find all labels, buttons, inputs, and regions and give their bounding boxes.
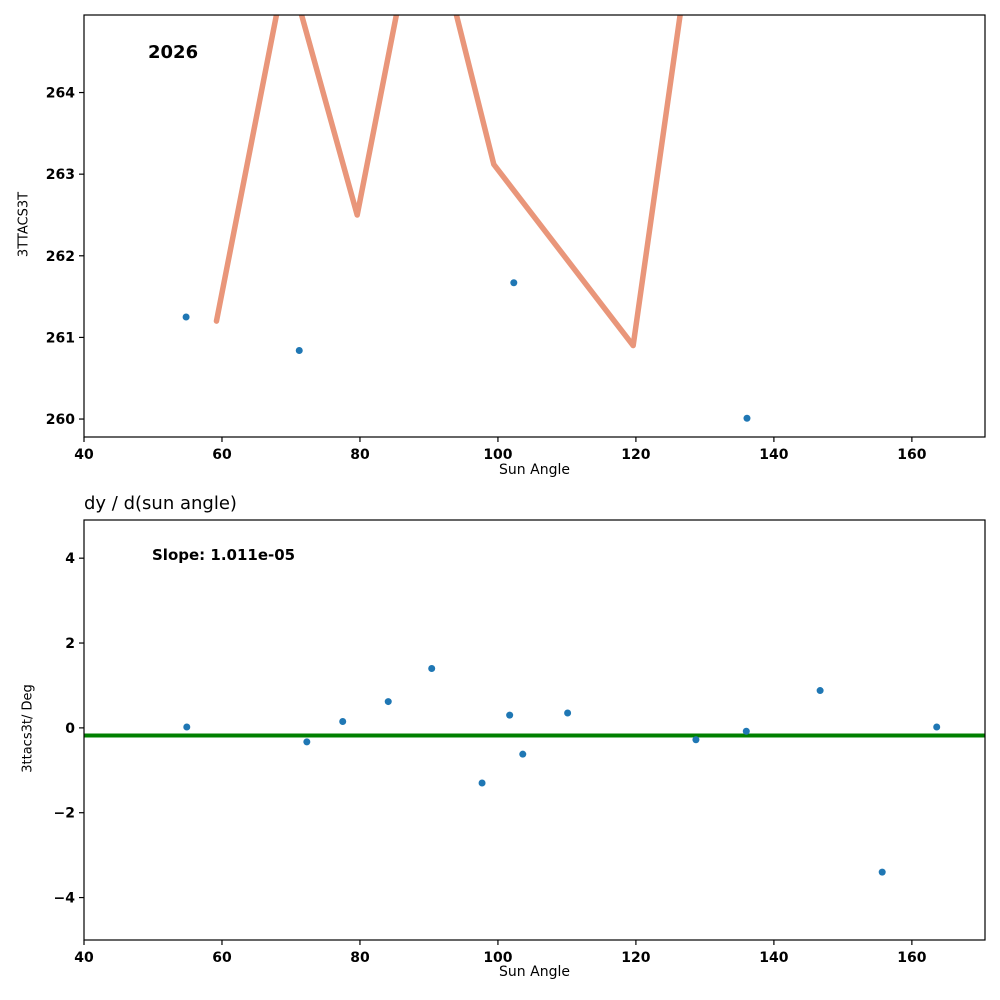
scatter-point — [384, 698, 392, 706]
x-tick-label: 140 — [759, 950, 788, 966]
bottom-chart-y-axis-label: 3ttacs3t/ Deg — [20, 684, 36, 773]
y-tick-label: 262 — [46, 249, 75, 265]
x-tick-label: 100 — [483, 447, 512, 463]
scatter-point — [564, 709, 572, 717]
top-chart-y-axis-label: 3TTACS3T — [16, 191, 32, 258]
scatter-point — [303, 738, 311, 746]
y-tick-label: 2 — [65, 636, 75, 652]
x-tick-label: 60 — [212, 447, 232, 463]
y-tick-label: 0 — [65, 721, 75, 737]
x-tick-label: 80 — [350, 447, 370, 463]
scatter-point — [878, 868, 886, 876]
scatter-point — [692, 736, 700, 744]
x-tick-label: 120 — [621, 447, 650, 463]
x-tick-label: 80 — [350, 950, 370, 966]
x-tick-label: 160 — [897, 950, 926, 966]
bottom-chart-canvas: 40 60 80 100 120 140 160 −4 −2 0 2 4 — [54, 519, 986, 966]
top-chart-canvas: 40 60 80 100 120 140 160 260 261 262 263 264 — [46, 14, 986, 463]
y-tick-label: 261 — [46, 330, 75, 346]
slope-annotation: Slope: 1.011e-05 — [152, 546, 296, 564]
scatter-point — [506, 711, 514, 719]
y-tick-label: −2 — [54, 806, 75, 822]
scatter-point — [510, 279, 518, 287]
bottom-chart-x-axis-label: Sun Angle — [499, 964, 570, 980]
scatter-point — [182, 313, 190, 321]
scatter-point — [478, 779, 486, 787]
y-tick-label: 263 — [46, 167, 75, 183]
x-tick-label: 40 — [74, 950, 94, 966]
scatter-point — [428, 664, 436, 672]
scatter-point — [816, 687, 824, 695]
plot-border — [83, 14, 986, 438]
scatter-point — [519, 750, 527, 758]
top-chart-year-annotation: 2026 — [148, 42, 199, 63]
scatter-point — [183, 723, 191, 731]
y-tick-label: 260 — [46, 412, 75, 428]
scatter-point — [742, 727, 750, 735]
plot-border — [83, 519, 986, 941]
top-chart-x-axis-label: Sun Angle — [499, 462, 570, 478]
fit-line — [213, 15, 683, 349]
y-tick-label: 4 — [65, 551, 75, 567]
x-tick-label: 100 — [483, 950, 512, 966]
scatter-point — [339, 718, 347, 726]
x-tick-label: 160 — [897, 447, 926, 463]
scatter-point — [295, 346, 303, 354]
scatter-point — [743, 414, 751, 422]
y-tick-label: −4 — [54, 891, 76, 907]
x-tick-label: 60 — [212, 950, 232, 966]
bottom-chart-title: dy / d(sun angle) — [84, 493, 237, 514]
x-tick-label: 40 — [74, 447, 94, 463]
y-tick-label: 264 — [46, 86, 75, 102]
x-tick-label: 140 — [759, 447, 788, 463]
x-tick-label: 120 — [621, 950, 650, 966]
scatter-point — [933, 723, 941, 731]
